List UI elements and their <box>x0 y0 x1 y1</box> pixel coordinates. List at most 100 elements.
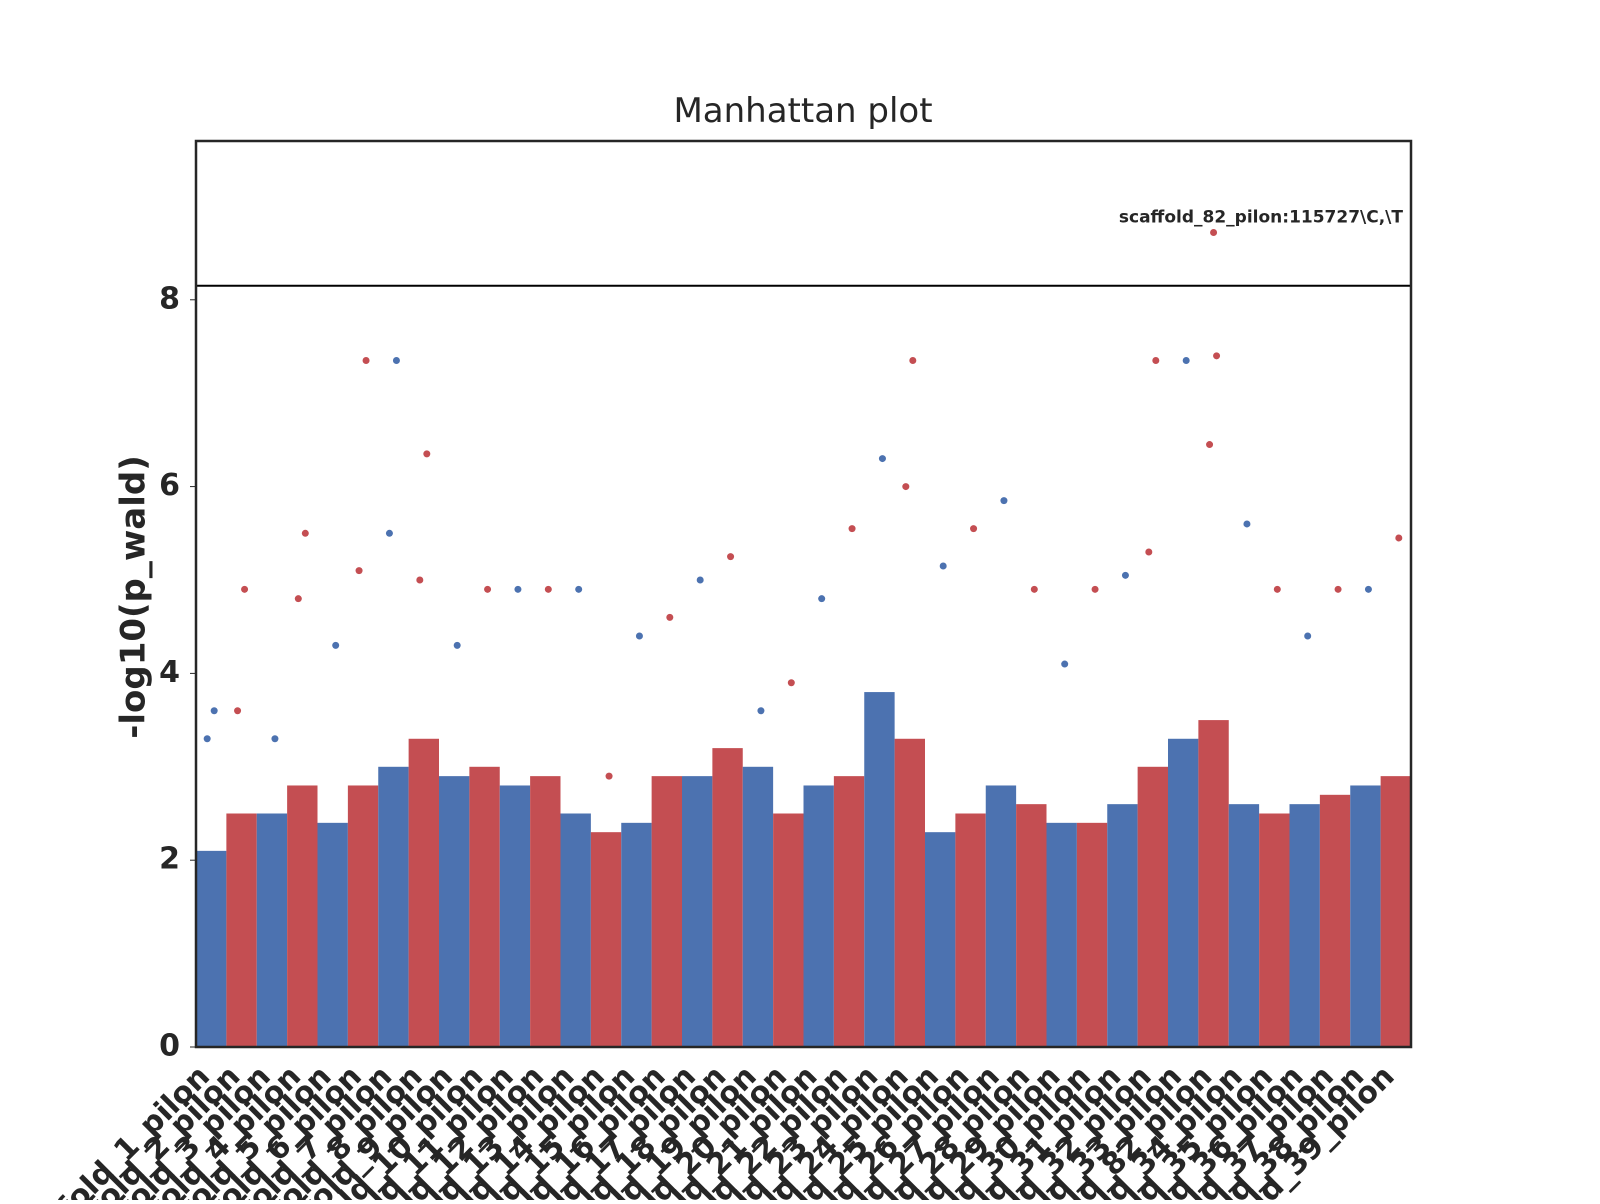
scaffold-bulk <box>1168 738 1199 1047</box>
peak-point <box>544 585 552 593</box>
peak-point <box>416 576 424 584</box>
scaffold-bulk <box>1228 804 1260 1047</box>
peak-point <box>210 707 218 715</box>
peak-point <box>1121 571 1129 579</box>
y-tick-label: 6 <box>159 468 180 503</box>
peak-point <box>1206 441 1214 449</box>
peak-point <box>392 356 400 364</box>
peak-point <box>241 585 249 593</box>
peak-point <box>575 585 583 593</box>
y-tick-label: 4 <box>159 655 180 690</box>
peak-point <box>696 576 704 584</box>
scaffold-bulk <box>378 766 409 1047</box>
peak-point <box>1091 585 1099 593</box>
peak-point <box>848 525 856 533</box>
peak-point <box>453 641 461 649</box>
peak-point <box>301 529 309 537</box>
peak-point <box>1213 352 1221 360</box>
scaffold-bulk <box>1350 785 1381 1047</box>
peak-point <box>909 356 917 364</box>
peak-point <box>787 679 795 687</box>
scaffold-bulk <box>1289 804 1320 1047</box>
peak-point <box>484 585 492 593</box>
scaffold-bulk <box>226 813 257 1047</box>
scaffold-bulk <box>590 832 622 1047</box>
scaffold-bulk <box>803 785 834 1047</box>
peak-point <box>332 641 340 649</box>
scaffold-bulk <box>955 813 986 1047</box>
scaffold-bulk <box>1259 813 1290 1047</box>
scaffold-bulk <box>287 785 318 1047</box>
scaffold-bulk <box>925 832 956 1047</box>
y-tick-label: 0 <box>159 1029 180 1064</box>
peak-point <box>635 632 643 640</box>
scaffold-bulk <box>196 850 227 1047</box>
peak-point <box>1145 548 1153 556</box>
annotated-point <box>1210 229 1218 237</box>
peak-point <box>1152 356 1160 364</box>
scaffold-bulk <box>469 766 500 1047</box>
y-axis-label: -log10(p_wald) <box>114 455 154 739</box>
scaffold-bulk <box>985 785 1017 1047</box>
plot-frame <box>194 139 1413 1049</box>
scaffold-bulk <box>499 785 531 1047</box>
peak-point <box>514 585 522 593</box>
peak-point <box>385 529 393 537</box>
scaffold-bulk <box>1076 822 1108 1047</box>
peak-point <box>1182 356 1190 364</box>
peak-point <box>1030 585 1038 593</box>
scaffold-bulk <box>712 748 743 1047</box>
scaffold-bulk <box>1319 794 1351 1047</box>
peak-point <box>902 483 910 491</box>
peak-point <box>1061 660 1069 668</box>
peak-point <box>1395 534 1403 542</box>
scaffold-bulk <box>347 785 379 1047</box>
annotation: scaffold_82_pilon:115727\C,\T <box>1119 208 1403 228</box>
scaffold-bulk <box>894 738 925 1047</box>
scaffold-bulk <box>1046 822 1077 1047</box>
peak-point <box>1000 497 1008 505</box>
scaffold-bulk <box>833 776 865 1047</box>
peak-point <box>271 735 279 743</box>
peak-point <box>939 562 947 570</box>
peak-point <box>970 525 978 533</box>
scaffold-bulk <box>1137 766 1168 1047</box>
scaffold-bulk <box>1016 804 1047 1047</box>
peak-point <box>1334 585 1342 593</box>
scaffold-bulk <box>651 776 682 1047</box>
y-tick-label: 2 <box>159 842 180 877</box>
peak-point <box>234 707 242 715</box>
peak-point <box>1243 520 1251 528</box>
scaffold-bulk <box>621 822 652 1047</box>
scaffold-bulk <box>1107 804 1138 1047</box>
peak-point <box>666 613 674 621</box>
peak-point <box>1304 632 1312 640</box>
scaffold-bulk <box>317 822 348 1047</box>
scaffold-bulk <box>682 776 713 1047</box>
scaffold-bulk <box>1198 720 1229 1047</box>
scaffold-bulk <box>530 776 561 1047</box>
peak-point <box>727 553 735 561</box>
peak-point <box>294 595 302 603</box>
chart-title: Manhattan plot <box>673 91 932 131</box>
scaffold-bulk <box>773 813 804 1047</box>
peak-point <box>878 455 886 463</box>
peak-point <box>423 450 431 458</box>
scaffold-bulk <box>408 738 439 1047</box>
scaffold-bulk <box>864 692 895 1047</box>
scaffold-bulk <box>560 813 591 1047</box>
peak-point <box>203 735 211 743</box>
peak-point <box>362 356 370 364</box>
scaffold-bulk <box>742 766 774 1047</box>
peak-point <box>605 772 613 780</box>
scaffold-bulk <box>256 813 288 1047</box>
y-tick-label: 8 <box>159 281 180 316</box>
peak-point <box>1273 585 1281 593</box>
scaffold-bulk <box>439 776 470 1047</box>
scaffold-bulk <box>1380 776 1411 1047</box>
peak-point <box>818 595 826 603</box>
peak-point <box>355 567 363 575</box>
peak-point <box>757 707 765 715</box>
